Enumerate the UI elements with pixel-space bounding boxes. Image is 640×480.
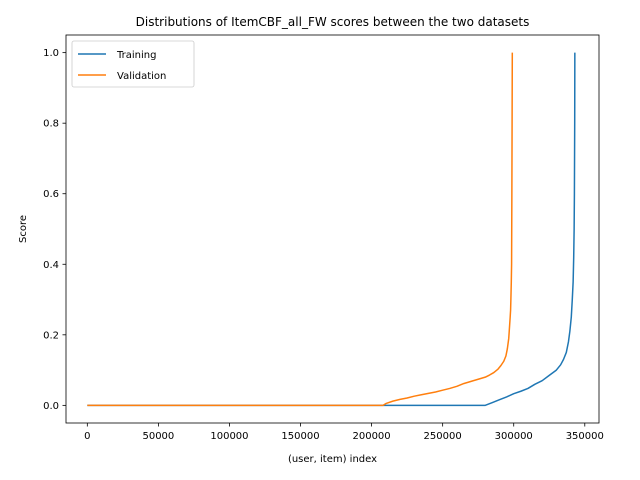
x-tick-label: 350000	[566, 431, 604, 442]
y-tick-label: 0.0	[43, 401, 59, 412]
y-tick-label: 0.2	[43, 330, 59, 341]
x-axis-label: (user, item) index	[288, 454, 377, 465]
x-tick-label: 300000	[495, 431, 533, 442]
axis-layer: 0 50000 100000 150000 200000 250000 300000 3500…	[43, 48, 604, 442]
y-tick-label: 0.4	[43, 260, 59, 271]
y-axis-label: Score	[18, 215, 29, 243]
x-tick-label: 150000	[281, 431, 319, 442]
legend-validation-label: Validation	[117, 71, 166, 82]
y-tick-label: 1.0	[43, 48, 59, 59]
series-line-validation	[87, 52, 514, 407]
legend-training-label: Training	[116, 50, 156, 61]
series-line-training	[87, 52, 576, 407]
x-tick-label: 250000	[424, 431, 462, 442]
x-tick-label: 0	[84, 431, 90, 442]
plot-area	[66, 35, 599, 423]
series-layer	[87, 52, 576, 407]
plot-frame	[65, 34, 600, 424]
legend: Training Validation	[71, 40, 195, 88]
chart-title: Distributions of ItemCBF_all_FW scores b…	[136, 15, 530, 29]
x-tick-label: 100000	[210, 431, 248, 442]
y-tick-label: 0.6	[43, 189, 59, 200]
x-tick-label: 200000	[352, 431, 390, 442]
x-tick-label: 50000	[142, 431, 174, 442]
y-tick-label: 0.8	[43, 119, 59, 130]
